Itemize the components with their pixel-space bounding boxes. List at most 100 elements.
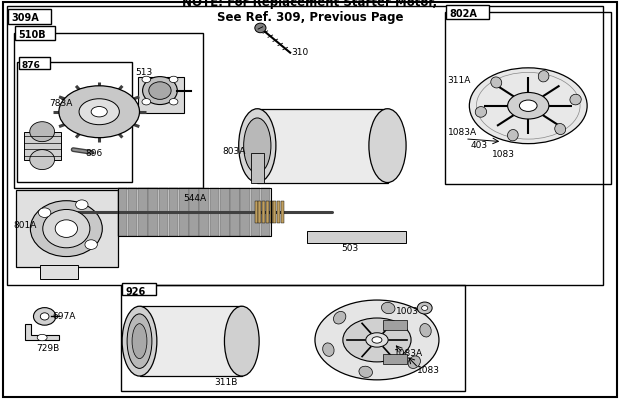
Ellipse shape <box>59 86 140 138</box>
Ellipse shape <box>359 366 373 377</box>
Ellipse shape <box>85 240 97 249</box>
Text: eReplacementParts.com: eReplacementParts.com <box>234 201 386 214</box>
Bar <box>383 354 407 364</box>
Ellipse shape <box>417 302 432 314</box>
Bar <box>230 188 240 236</box>
Bar <box>8 9 51 24</box>
Bar <box>24 132 61 160</box>
Bar <box>148 188 158 236</box>
Bar <box>281 201 284 223</box>
Bar <box>251 153 264 183</box>
Ellipse shape <box>538 71 549 82</box>
Bar <box>262 201 265 223</box>
Ellipse shape <box>469 68 587 144</box>
Text: 876: 876 <box>22 61 40 70</box>
Bar <box>140 306 242 376</box>
Ellipse shape <box>343 318 411 362</box>
Bar <box>122 283 156 295</box>
Bar <box>266 201 269 223</box>
Bar <box>241 188 250 236</box>
Bar <box>138 188 148 236</box>
Bar <box>15 26 55 40</box>
Ellipse shape <box>43 209 90 248</box>
Ellipse shape <box>132 324 147 359</box>
Ellipse shape <box>38 208 51 217</box>
Bar <box>273 201 277 223</box>
Ellipse shape <box>76 200 88 209</box>
Bar <box>118 188 127 236</box>
Ellipse shape <box>334 312 346 324</box>
Ellipse shape <box>315 300 439 380</box>
Text: 310: 310 <box>291 48 309 57</box>
Ellipse shape <box>420 324 432 337</box>
Ellipse shape <box>508 130 518 141</box>
Bar <box>220 188 229 236</box>
Text: 801A: 801A <box>14 221 37 230</box>
Ellipse shape <box>30 150 55 170</box>
Text: 926: 926 <box>125 287 146 297</box>
Text: 311A: 311A <box>448 76 471 85</box>
Text: 1083: 1083 <box>492 150 515 159</box>
Bar <box>138 77 184 113</box>
Ellipse shape <box>149 82 171 99</box>
Ellipse shape <box>142 76 151 83</box>
Ellipse shape <box>33 308 56 325</box>
Ellipse shape <box>122 306 157 376</box>
Polygon shape <box>25 324 59 340</box>
Text: 802A: 802A <box>450 9 477 19</box>
Bar <box>383 320 407 330</box>
Ellipse shape <box>169 99 178 105</box>
Ellipse shape <box>570 94 581 105</box>
Ellipse shape <box>91 107 107 117</box>
Text: 783A: 783A <box>50 99 73 108</box>
Bar <box>307 231 406 243</box>
Bar <box>446 5 489 19</box>
Bar <box>261 188 270 236</box>
Text: 1083A: 1083A <box>394 349 423 358</box>
Text: NOTE: For Replacement Starter Motor,
See Ref. 309, Previous Page: NOTE: For Replacement Starter Motor, See… <box>182 0 438 24</box>
Bar <box>270 201 273 223</box>
Bar <box>19 57 50 69</box>
Bar <box>14 33 203 188</box>
Bar <box>169 188 179 236</box>
Bar <box>17 62 132 182</box>
Bar <box>159 188 168 236</box>
Bar <box>277 201 280 223</box>
Ellipse shape <box>372 337 382 343</box>
Ellipse shape <box>422 306 428 310</box>
Text: 697A: 697A <box>53 312 76 320</box>
Ellipse shape <box>555 124 565 134</box>
Ellipse shape <box>255 23 266 33</box>
Bar <box>259 201 262 223</box>
Text: 1083: 1083 <box>417 366 440 375</box>
Bar <box>118 188 271 236</box>
Ellipse shape <box>508 93 549 119</box>
Bar <box>255 201 258 223</box>
Text: 896: 896 <box>86 149 103 158</box>
Ellipse shape <box>55 220 78 237</box>
Text: 1083A: 1083A <box>448 128 477 137</box>
Ellipse shape <box>322 343 334 356</box>
Bar <box>40 265 78 279</box>
Ellipse shape <box>520 100 537 111</box>
Text: 1003: 1003 <box>396 307 418 316</box>
Bar <box>179 188 188 236</box>
Ellipse shape <box>239 109 276 183</box>
Ellipse shape <box>30 122 55 142</box>
Ellipse shape <box>381 302 395 314</box>
Bar <box>210 188 219 236</box>
Ellipse shape <box>169 76 178 83</box>
Bar <box>16 190 118 267</box>
Text: 510B: 510B <box>18 30 46 40</box>
Text: 403: 403 <box>471 141 488 150</box>
Ellipse shape <box>142 99 151 105</box>
Ellipse shape <box>491 77 502 88</box>
Ellipse shape <box>244 118 271 173</box>
Ellipse shape <box>30 201 102 257</box>
Bar <box>7 6 603 285</box>
Ellipse shape <box>143 77 177 105</box>
Bar <box>257 109 388 183</box>
Text: 503: 503 <box>342 245 359 253</box>
Bar <box>189 188 199 236</box>
Bar <box>250 188 260 236</box>
